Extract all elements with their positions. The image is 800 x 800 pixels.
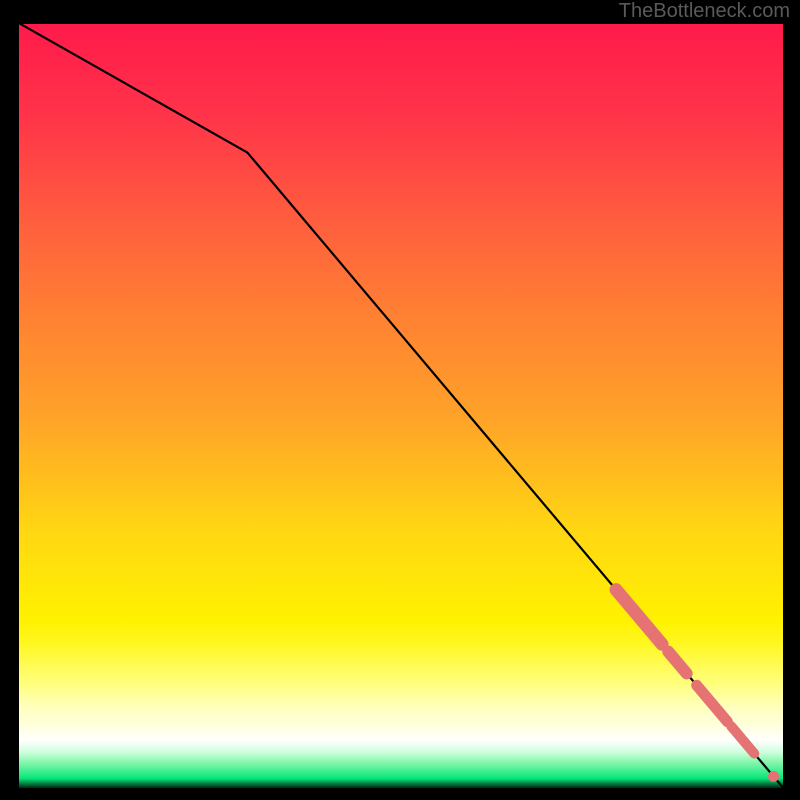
chart-viewport bbox=[17, 22, 785, 790]
attribution-watermark: TheBottleneck.com bbox=[619, 0, 790, 23]
gradient-chart bbox=[17, 22, 785, 790]
